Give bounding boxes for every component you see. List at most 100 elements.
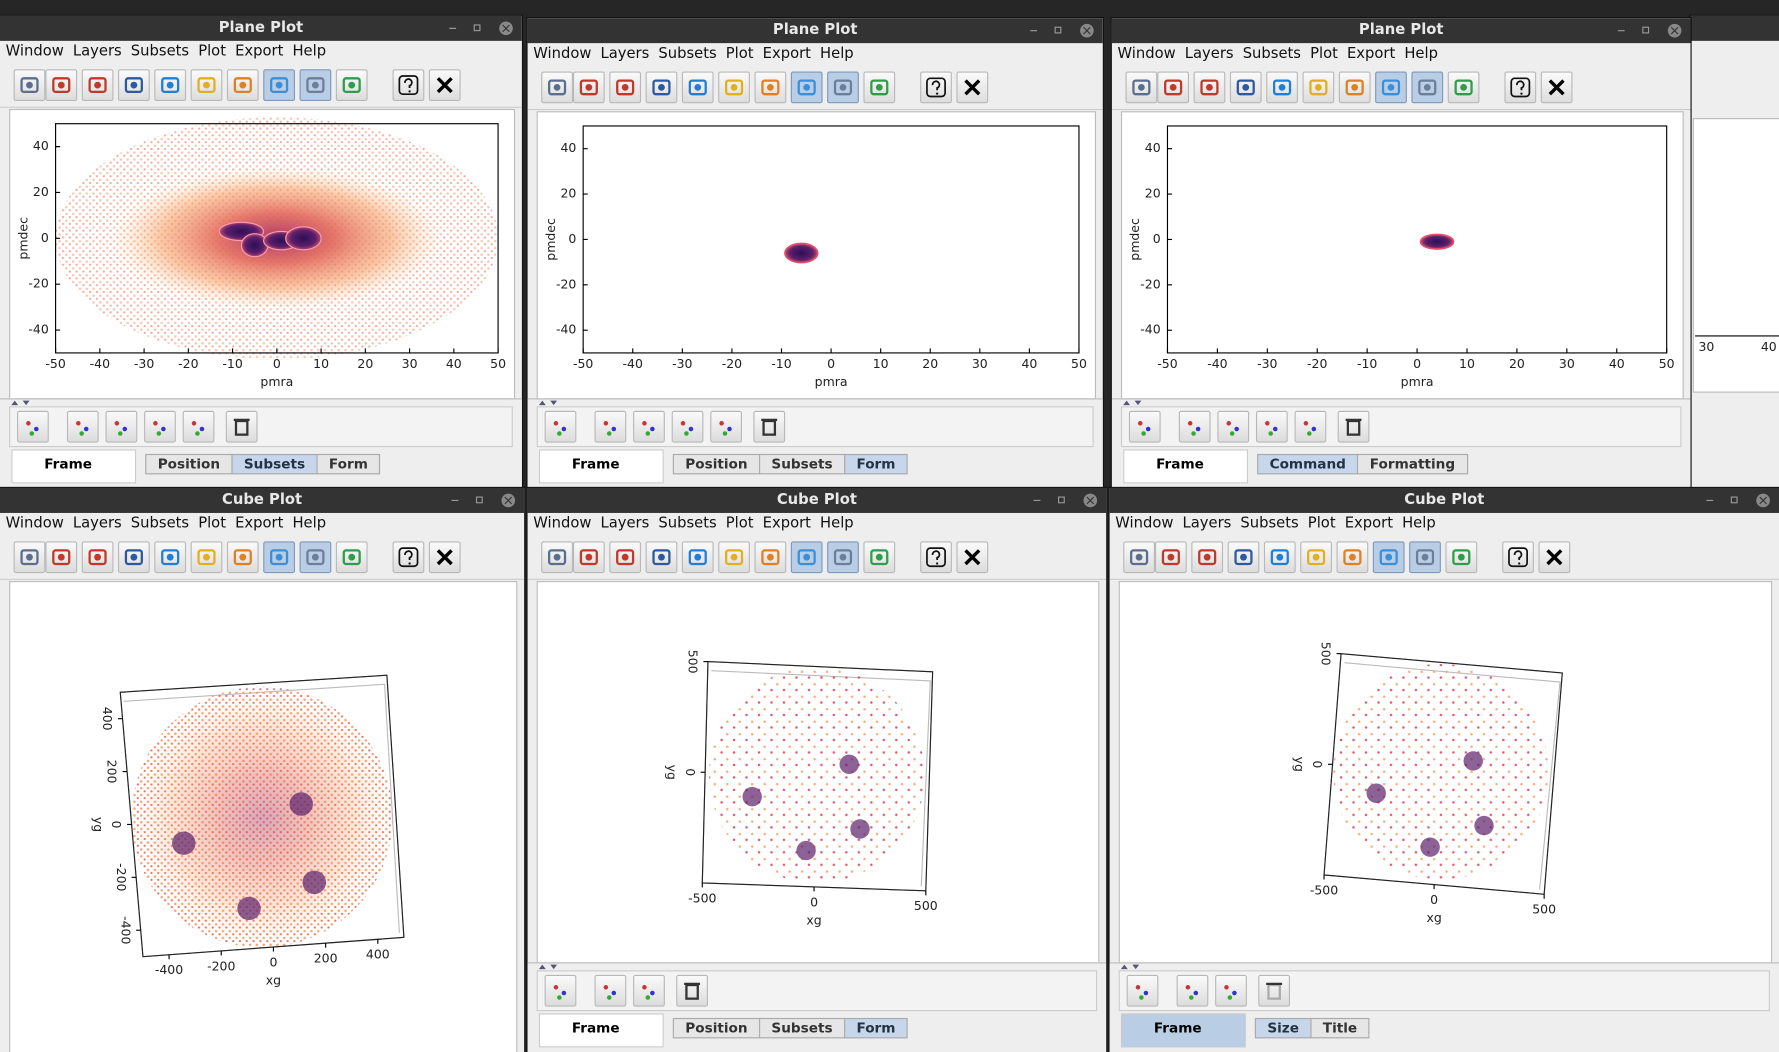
layer-button[interactable] <box>671 410 704 443</box>
tool-button[interactable] <box>681 71 714 104</box>
tool-button[interactable] <box>263 69 295 102</box>
help-button[interactable] <box>1504 71 1537 104</box>
tab[interactable]: Formatting <box>1357 453 1468 475</box>
menu-item[interactable]: Window <box>5 515 64 533</box>
menu-item[interactable]: Export <box>762 45 811 63</box>
close-plot-button[interactable] <box>956 541 989 574</box>
tab[interactable]: Position <box>672 1017 761 1039</box>
menu-item[interactable]: Window <box>5 43 64 61</box>
help-button[interactable] <box>920 71 952 104</box>
layer-button[interactable] <box>105 410 138 443</box>
tool-button[interactable] <box>117 69 150 102</box>
tool-button[interactable] <box>335 69 368 102</box>
layer-button[interactable] <box>144 410 176 443</box>
menu-item[interactable]: Subsets <box>1242 45 1301 63</box>
tool-button[interactable] <box>827 541 859 574</box>
layer-button[interactable] <box>633 974 665 1007</box>
tool-button[interactable] <box>299 541 332 574</box>
menu-item[interactable]: Help <box>1404 45 1438 63</box>
tab[interactable]: Form <box>316 453 381 475</box>
layer-button[interactable] <box>1255 410 1288 443</box>
tool-button[interactable] <box>1227 541 1260 574</box>
tab[interactable]: Subsets <box>758 453 846 475</box>
tool-button[interactable] <box>154 69 187 102</box>
tool-button[interactable] <box>609 541 642 574</box>
tool-button[interactable] <box>45 541 78 574</box>
tool-button[interactable] <box>541 541 573 574</box>
tool-button[interactable] <box>1447 71 1480 104</box>
tool-button[interactable] <box>1266 71 1298 104</box>
delete-button[interactable] <box>1337 410 1370 443</box>
delete-button[interactable] <box>225 410 258 443</box>
layer-button[interactable] <box>544 410 577 443</box>
tool-button[interactable] <box>154 541 187 574</box>
menu-item[interactable]: Export <box>1344 515 1393 533</box>
close-plot-button[interactable] <box>428 541 461 574</box>
menu-item[interactable]: Help <box>292 515 327 533</box>
frame-control[interactable]: Frame <box>538 449 664 484</box>
tool-button[interactable] <box>190 541 223 574</box>
menu-item[interactable]: Layers <box>1184 45 1234 63</box>
tool-button[interactable] <box>263 541 295 574</box>
menu-item[interactable]: Subsets <box>1240 515 1299 533</box>
tool-button[interactable] <box>1411 71 1444 104</box>
tool-button[interactable] <box>13 69 46 102</box>
tool-button[interactable] <box>1125 71 1158 104</box>
menu-item[interactable]: Layers <box>600 515 650 533</box>
menu-item[interactable]: Help <box>820 515 854 533</box>
layer-button[interactable] <box>594 974 627 1007</box>
tool-button[interactable] <box>541 71 573 104</box>
tool-button[interactable] <box>1336 541 1369 574</box>
layer-button[interactable] <box>17 410 49 443</box>
menu-item[interactable]: Help <box>820 45 854 63</box>
tool-button[interactable] <box>45 69 78 102</box>
tool-button[interactable] <box>335 541 368 574</box>
layer-button[interactable] <box>1126 974 1159 1007</box>
delete-button[interactable] <box>753 410 786 443</box>
help-button[interactable] <box>920 541 952 574</box>
tab[interactable]: Size <box>1254 1017 1312 1039</box>
tool-button[interactable] <box>1263 541 1296 574</box>
tool-button[interactable] <box>190 69 223 102</box>
layer-button[interactable] <box>1128 410 1161 443</box>
menu-item[interactable]: Plot <box>725 45 754 63</box>
tab[interactable]: Command <box>1257 453 1359 475</box>
tool-button[interactable] <box>1229 71 1262 104</box>
layer-button[interactable] <box>1176 974 1209 1007</box>
layer-button[interactable] <box>544 974 577 1007</box>
tool-button[interactable] <box>299 69 332 102</box>
menu-item[interactable]: Export <box>762 515 811 533</box>
layer-button[interactable] <box>594 410 627 443</box>
close-plot-button[interactable] <box>1540 71 1573 104</box>
tool-button[interactable] <box>1375 71 1407 104</box>
help-button[interactable] <box>392 69 425 102</box>
layer-button[interactable] <box>633 410 665 443</box>
tool-button[interactable] <box>827 71 859 104</box>
tool-button[interactable] <box>681 541 714 574</box>
tool-button[interactable] <box>1300 541 1332 574</box>
menu-item[interactable]: Plot <box>1307 515 1336 533</box>
tool-button[interactable] <box>1193 71 1226 104</box>
tool-button[interactable] <box>13 541 46 574</box>
tool-button[interactable] <box>645 71 678 104</box>
tab[interactable]: Form <box>843 453 908 475</box>
tab[interactable]: Position <box>672 453 761 475</box>
close-plot-button[interactable] <box>1538 541 1571 574</box>
menu-item[interactable]: Layers <box>1182 515 1232 533</box>
menu-item[interactable]: Window <box>1115 515 1174 533</box>
menu-item[interactable]: Layers <box>72 43 122 61</box>
tool-button[interactable] <box>1372 541 1405 574</box>
menu-item[interactable]: Plot <box>725 515 754 533</box>
layer-button[interactable] <box>1178 410 1211 443</box>
tool-button[interactable] <box>1157 71 1190 104</box>
tool-button[interactable] <box>572 71 605 104</box>
menu-item[interactable]: Subsets <box>658 45 717 63</box>
tool-button[interactable] <box>81 69 114 102</box>
tool-button[interactable] <box>645 541 678 574</box>
menu-item[interactable]: Subsets <box>130 43 190 61</box>
menu-item[interactable]: Subsets <box>658 515 717 533</box>
tool-button[interactable] <box>790 71 823 104</box>
close-plot-button[interactable] <box>428 69 461 102</box>
tool-button[interactable] <box>1191 541 1224 574</box>
tool-button[interactable] <box>81 541 114 574</box>
